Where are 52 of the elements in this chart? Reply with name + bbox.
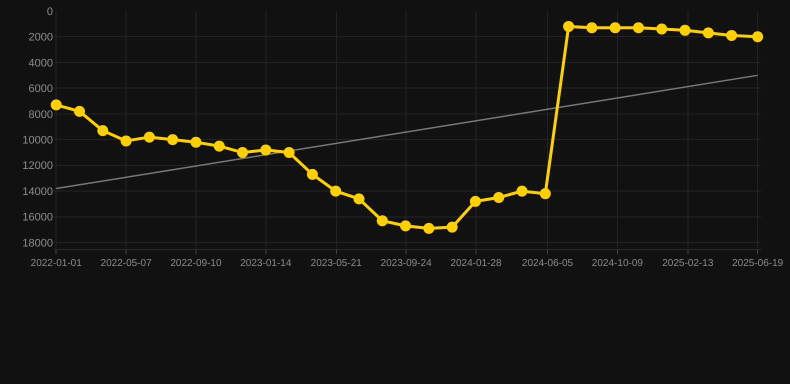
y-tick-label: 2000 (28, 32, 53, 44)
x-tick-label: 2025-06-19 (732, 258, 784, 269)
y-tick-label: 10000 (22, 134, 53, 146)
y-tick-label: 16000 (22, 212, 53, 224)
point (214, 140, 225, 152)
point (376, 215, 388, 226)
point (680, 24, 691, 36)
point (540, 188, 551, 200)
point (74, 106, 86, 117)
x-tick-label: 2022-05-07 (100, 258, 152, 269)
point (470, 196, 481, 207)
point (237, 147, 248, 158)
point (97, 125, 108, 136)
point (423, 222, 434, 234)
point (446, 222, 458, 233)
point (400, 220, 412, 232)
x-tick-label: 2024-01-28 (450, 258, 502, 269)
point (190, 136, 202, 148)
x-tick-label: 2023-05-21 (310, 258, 362, 269)
y-tick-label: 14000 (22, 186, 53, 198)
point (144, 132, 155, 143)
y-tick-label: 12000 (22, 160, 53, 172)
point (260, 144, 272, 156)
point (702, 27, 714, 38)
point (610, 22, 621, 34)
point (50, 99, 62, 110)
x-tick-label: 2023-09-24 (380, 258, 432, 269)
point (563, 20, 574, 32)
point (120, 135, 132, 146)
x-tick-label: 2022-01-01 (30, 258, 82, 269)
y-tick-label: 0 (46, 6, 53, 18)
x-tick-label: 2024-10-09 (592, 258, 644, 269)
y-tick-label: 6000 (28, 83, 53, 96)
x-tick-label: 2025-02-13 (662, 258, 714, 269)
point (516, 186, 528, 197)
point (167, 134, 178, 146)
point (726, 30, 738, 41)
point (656, 24, 668, 35)
y-tick-label: 18000 (22, 237, 53, 250)
y-tick-label: 4000 (28, 57, 53, 70)
x-tick-label: 2022-09-10 (170, 258, 222, 269)
point (632, 22, 644, 34)
point (284, 147, 295, 158)
point (493, 192, 504, 204)
y-tick-label: 8000 (28, 108, 53, 121)
point (353, 193, 364, 204)
point (306, 168, 318, 180)
x-tick-label: 2024-06-05 (522, 258, 574, 269)
x-tick-label: 2023-01-14 (240, 258, 292, 269)
point (330, 186, 342, 197)
point (752, 31, 764, 42)
point (586, 22, 598, 34)
